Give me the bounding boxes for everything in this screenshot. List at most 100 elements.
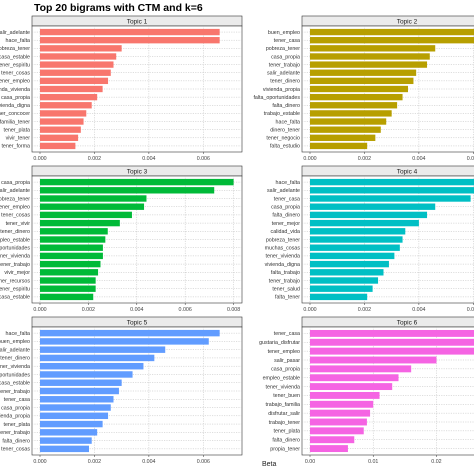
- x-tick-label: 0.000: [303, 307, 316, 313]
- bar: [40, 354, 155, 362]
- x-axis-title: Beta: [262, 461, 277, 468]
- category-label: disfrutar_salir: [268, 411, 300, 417]
- category-label: empleo_estable: [0, 237, 30, 243]
- bar: [310, 195, 471, 202]
- category-label: empleo_estable: [263, 376, 300, 382]
- x-tick-label: 0.002: [358, 307, 371, 313]
- category-label: tener_plata: [3, 422, 30, 428]
- x-tick-label: 0.00: [305, 459, 315, 465]
- bar: [40, 362, 144, 370]
- panel-topic-2: Topic 2 0.000 0.002 0.004 0.006 buen_empleote…: [253, 15, 474, 162]
- category-label: gustaria_disfrutar: [259, 340, 300, 346]
- bar: [310, 427, 364, 435]
- category-label: tener_cosas: [1, 213, 30, 219]
- bar: [40, 126, 81, 133]
- bar: [40, 412, 109, 420]
- category-label: casa_propia: [1, 405, 30, 411]
- category-label: hace_falta: [6, 331, 30, 337]
- category-label: hace_falta: [6, 38, 30, 44]
- category-label: tener_vivienda: [0, 254, 30, 260]
- x-tick-label: 0.01: [368, 459, 378, 465]
- panel-strip-label: Topic 5: [127, 319, 148, 326]
- bar: [40, 244, 103, 251]
- bar: [310, 285, 373, 292]
- bar: [310, 228, 406, 235]
- x-tick-label: 0.004: [142, 156, 155, 162]
- bar: [310, 28, 474, 36]
- bar: [310, 203, 436, 210]
- category-label: tener_plata: [3, 127, 30, 133]
- x-tick-label: 0.002: [88, 459, 101, 465]
- x-tick-label: 0.006: [197, 156, 210, 162]
- category-label: tener_dinero: [0, 356, 30, 362]
- x-tick-label: 0.02: [431, 459, 441, 465]
- bar: [310, 142, 368, 150]
- x-tick-label: 0.006: [179, 307, 192, 313]
- panel-strip-label: Topic 3: [127, 168, 148, 175]
- panel-topic-4: Topic 4 0.000 0.002 0.004 0.006 hace_faltasal…: [265, 165, 474, 313]
- category-label: tener_empleo: [268, 349, 300, 355]
- bar: [310, 436, 355, 444]
- bar: [310, 45, 436, 52]
- bar: [40, 285, 96, 292]
- category-label: trabajo_tener: [269, 420, 300, 426]
- category-label: hace_falta: [276, 180, 300, 186]
- bar: [40, 379, 122, 386]
- category-label: falta_dinero: [272, 438, 300, 444]
- bar: [310, 219, 419, 227]
- bar: [40, 178, 234, 186]
- x-tick-label: 0.000: [303, 156, 316, 162]
- panel-topic-1: Topic 1 0.000 0.002 0.004 0.006 salir_adelant…: [0, 15, 243, 162]
- x-tick-label: 0.000: [33, 307, 46, 313]
- bar: [40, 260, 101, 268]
- bar: [40, 93, 98, 101]
- bar: [310, 400, 374, 408]
- x-tick-label: 0.000: [33, 459, 46, 465]
- category-label: tener_espiritu: [0, 287, 30, 293]
- bar: [40, 329, 220, 337]
- category-label: tener_negocio: [266, 136, 300, 142]
- bar: [40, 277, 96, 284]
- category-label: vivienda_digna: [265, 262, 300, 268]
- bar: [40, 102, 92, 109]
- category-label: tener_vivir: [6, 221, 31, 227]
- bar: [40, 228, 108, 235]
- panel-strip-label: Topic 2: [397, 18, 418, 25]
- category-label: casa_estable: [0, 295, 30, 301]
- category-label: tener_salud: [272, 287, 300, 293]
- bar: [310, 118, 387, 125]
- category-label: vivienda_vivienda: [0, 87, 30, 93]
- category-label: tener_forma: [1, 144, 30, 150]
- category-label: salir_adelante: [267, 188, 300, 194]
- bar: [40, 77, 109, 85]
- bar: [40, 371, 133, 378]
- panel-strip-label: Topic 4: [397, 168, 418, 175]
- category-label: tener_casa: [4, 397, 30, 403]
- bar: [310, 77, 414, 85]
- category-label: tener_cosas: [1, 447, 30, 453]
- bar: [310, 93, 403, 101]
- category-label: tener_casa: [274, 38, 300, 44]
- panel-strip: [301, 165, 474, 177]
- category-label: casa_estable: [0, 54, 30, 60]
- category-label: tener_trabajo: [0, 262, 30, 268]
- category-label: falta_oportunidades: [253, 95, 300, 101]
- x-tick-label: 0.006: [467, 307, 474, 313]
- bar: [310, 85, 408, 93]
- bar: [310, 329, 474, 337]
- bar: [40, 269, 99, 276]
- category-label: propia_tener: [270, 446, 300, 452]
- category-label: salir_adelante: [267, 71, 300, 77]
- bar: [40, 236, 106, 243]
- bar: [40, 219, 120, 227]
- bar: [40, 396, 114, 403]
- bar: [310, 418, 367, 426]
- bar: [310, 61, 428, 68]
- bar: [310, 252, 395, 260]
- panel-strip-label: Topic 1: [127, 18, 148, 25]
- x-tick-label: 0.006: [197, 459, 210, 465]
- bar: [310, 338, 474, 346]
- panel-strip: [301, 15, 474, 27]
- bar: [40, 429, 98, 436]
